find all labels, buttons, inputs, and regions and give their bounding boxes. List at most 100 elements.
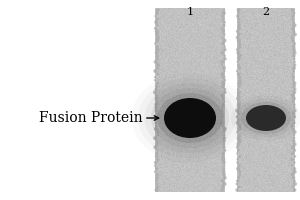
Circle shape — [238, 18, 239, 20]
Circle shape — [222, 37, 223, 38]
Circle shape — [222, 189, 224, 191]
Circle shape — [221, 61, 224, 63]
Circle shape — [292, 45, 295, 48]
Circle shape — [238, 67, 241, 69]
Circle shape — [238, 64, 239, 65]
Circle shape — [293, 67, 295, 69]
Circle shape — [294, 116, 296, 118]
Circle shape — [157, 113, 158, 114]
Circle shape — [294, 88, 296, 90]
Circle shape — [156, 48, 159, 51]
Circle shape — [238, 134, 241, 136]
Circle shape — [238, 58, 240, 60]
Circle shape — [238, 101, 240, 103]
Circle shape — [154, 146, 157, 149]
Bar — [252, 113, 280, 123]
Circle shape — [238, 186, 240, 188]
Circle shape — [238, 107, 240, 108]
Circle shape — [294, 168, 296, 170]
Circle shape — [223, 140, 225, 142]
Circle shape — [224, 55, 225, 56]
Circle shape — [293, 104, 295, 105]
Circle shape — [224, 49, 226, 51]
Circle shape — [222, 18, 224, 20]
Circle shape — [239, 174, 241, 176]
Circle shape — [237, 9, 240, 11]
Circle shape — [222, 152, 224, 154]
Circle shape — [291, 174, 293, 176]
Circle shape — [237, 153, 238, 154]
Circle shape — [238, 165, 240, 166]
Circle shape — [237, 180, 239, 182]
Circle shape — [237, 143, 240, 146]
Circle shape — [238, 82, 241, 85]
Text: Fusion Protein: Fusion Protein — [39, 111, 143, 125]
Circle shape — [154, 91, 157, 94]
Circle shape — [294, 156, 296, 157]
Circle shape — [224, 131, 225, 133]
Circle shape — [156, 46, 158, 48]
Circle shape — [221, 180, 224, 182]
Circle shape — [155, 15, 156, 17]
Circle shape — [154, 70, 157, 72]
Circle shape — [237, 49, 239, 51]
Circle shape — [154, 137, 157, 140]
Circle shape — [236, 146, 238, 148]
Circle shape — [154, 27, 156, 29]
Text: 1: 1 — [186, 7, 194, 17]
Circle shape — [291, 9, 294, 11]
Ellipse shape — [164, 98, 216, 138]
Circle shape — [156, 186, 158, 188]
Circle shape — [221, 94, 224, 97]
Circle shape — [155, 110, 157, 112]
Circle shape — [154, 165, 156, 166]
Circle shape — [222, 103, 224, 106]
Circle shape — [293, 51, 296, 54]
Circle shape — [157, 67, 158, 69]
Circle shape — [220, 121, 224, 124]
Circle shape — [291, 158, 293, 161]
Circle shape — [224, 128, 226, 130]
Circle shape — [224, 91, 226, 94]
Circle shape — [221, 110, 223, 112]
Circle shape — [238, 119, 240, 121]
Circle shape — [293, 24, 296, 27]
Circle shape — [154, 80, 156, 81]
Circle shape — [291, 125, 293, 127]
Circle shape — [238, 128, 241, 130]
Circle shape — [223, 174, 225, 176]
Circle shape — [293, 30, 295, 32]
Circle shape — [238, 45, 241, 48]
Circle shape — [223, 161, 225, 164]
Circle shape — [223, 39, 226, 42]
Circle shape — [224, 177, 226, 179]
Circle shape — [236, 70, 238, 72]
Circle shape — [294, 64, 296, 66]
Circle shape — [156, 101, 158, 102]
Circle shape — [222, 125, 224, 127]
Circle shape — [157, 9, 159, 11]
Circle shape — [224, 79, 226, 81]
Text: 2: 2 — [262, 7, 270, 17]
Circle shape — [156, 33, 158, 35]
Circle shape — [155, 155, 157, 157]
Circle shape — [222, 15, 223, 17]
Circle shape — [157, 64, 159, 66]
Circle shape — [292, 112, 295, 115]
Circle shape — [223, 24, 225, 26]
Circle shape — [154, 61, 157, 63]
Circle shape — [293, 137, 295, 139]
Circle shape — [237, 61, 238, 62]
Ellipse shape — [158, 93, 223, 143]
Circle shape — [292, 74, 293, 75]
Bar — [237, 8, 295, 192]
Circle shape — [293, 85, 296, 88]
Circle shape — [223, 134, 225, 136]
Circle shape — [221, 28, 223, 29]
Circle shape — [156, 152, 158, 154]
Circle shape — [156, 174, 159, 176]
Circle shape — [294, 107, 295, 108]
Circle shape — [157, 82, 158, 84]
Circle shape — [292, 21, 294, 23]
Circle shape — [224, 165, 225, 166]
